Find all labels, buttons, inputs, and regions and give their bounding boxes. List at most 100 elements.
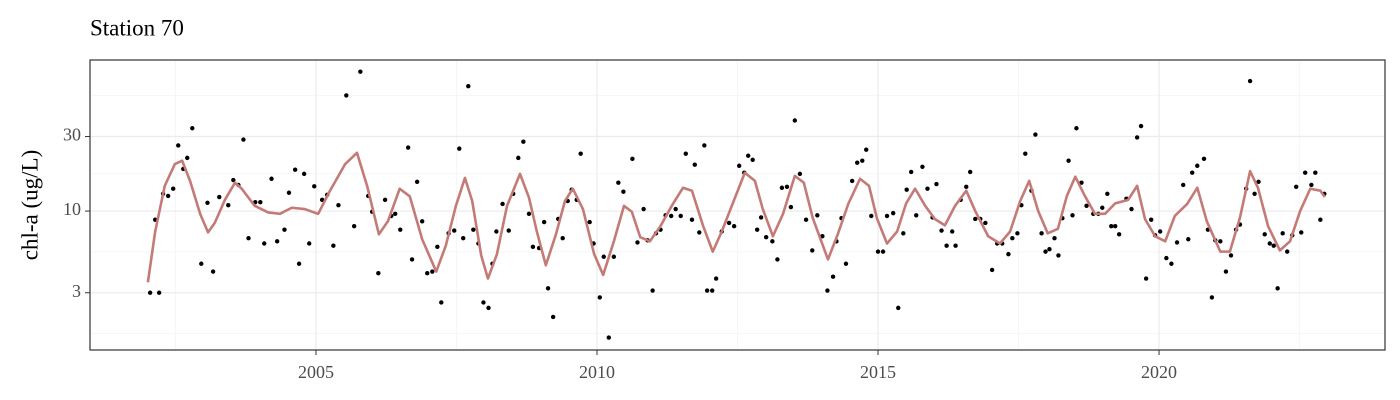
data-point xyxy=(1209,295,1215,300)
data-point xyxy=(869,213,874,219)
data-point xyxy=(901,231,906,236)
data-point xyxy=(147,290,153,295)
data-point xyxy=(1109,224,1114,229)
data-point xyxy=(1195,163,1200,168)
data-point xyxy=(419,219,425,224)
data-point xyxy=(241,137,246,142)
data-point xyxy=(792,118,798,123)
data-point xyxy=(292,167,298,172)
data-point xyxy=(358,69,363,74)
data-point xyxy=(439,300,444,305)
data-point xyxy=(788,204,794,210)
data-point xyxy=(1079,180,1084,185)
data-point xyxy=(1143,276,1149,281)
data-point xyxy=(820,234,825,239)
data-point xyxy=(1100,205,1105,210)
data-point xyxy=(1047,247,1052,252)
data-point xyxy=(176,143,181,148)
data-point xyxy=(398,227,403,232)
data-point xyxy=(726,220,732,226)
data-point xyxy=(1181,182,1186,188)
data-point xyxy=(1138,123,1144,129)
data-point xyxy=(784,184,790,190)
data-point xyxy=(461,236,466,241)
data-point xyxy=(1084,203,1089,209)
data-point xyxy=(964,184,969,190)
data-point xyxy=(731,224,737,229)
data-point xyxy=(843,261,849,266)
data-point xyxy=(1157,229,1163,234)
data-point xyxy=(430,269,435,274)
data-point xyxy=(425,271,430,276)
data-point xyxy=(382,197,388,203)
data-point xyxy=(286,190,292,195)
data-point xyxy=(702,143,707,148)
data-point xyxy=(1134,135,1140,140)
data-point xyxy=(1318,217,1323,222)
data-point xyxy=(697,230,702,235)
data-point xyxy=(989,267,995,273)
data-point xyxy=(500,201,505,207)
data-point xyxy=(1066,158,1071,163)
data-point xyxy=(1148,217,1154,222)
data-point xyxy=(344,93,349,98)
data-point xyxy=(269,176,274,181)
data-point xyxy=(393,211,398,217)
data-point xyxy=(545,286,551,291)
data-point xyxy=(884,213,890,219)
data-point xyxy=(550,314,556,320)
data-point xyxy=(736,163,742,168)
data-point xyxy=(1043,249,1048,254)
data-point xyxy=(904,187,909,192)
data-point xyxy=(635,240,640,245)
data-point xyxy=(925,186,930,191)
data-point xyxy=(810,248,815,253)
data-point xyxy=(376,271,381,276)
data-point xyxy=(258,199,263,205)
data-point xyxy=(758,215,764,220)
data-point xyxy=(506,228,511,233)
data-point xyxy=(830,274,836,279)
data-point xyxy=(231,177,236,183)
data-point xyxy=(630,156,635,162)
data-point xyxy=(779,185,785,190)
data-point xyxy=(710,288,715,293)
data-point xyxy=(1006,251,1011,257)
data-point xyxy=(486,305,491,311)
x-tick-label: 2015 xyxy=(860,362,896,382)
data-point xyxy=(1113,224,1118,229)
data-point xyxy=(920,164,925,170)
data-point xyxy=(944,243,949,248)
data-point xyxy=(1302,170,1308,175)
data-point xyxy=(1285,249,1290,254)
data-point xyxy=(597,295,602,300)
data-point xyxy=(1186,237,1191,242)
data-point xyxy=(226,203,231,208)
data-point xyxy=(331,243,336,248)
data-point xyxy=(1070,213,1075,218)
data-point xyxy=(745,153,751,158)
data-point xyxy=(246,236,251,241)
data-point xyxy=(409,257,415,262)
data-point xyxy=(170,186,176,191)
data-point xyxy=(754,227,760,232)
data-point xyxy=(1056,253,1061,258)
data-point xyxy=(641,206,646,212)
data-point xyxy=(683,151,688,156)
data-point xyxy=(336,203,341,208)
data-point xyxy=(1309,182,1314,188)
data-point xyxy=(312,184,317,189)
data-point xyxy=(1267,241,1272,246)
data-point xyxy=(692,162,697,167)
data-point xyxy=(750,157,755,162)
y-tick-label: 30 xyxy=(63,125,81,145)
data-point xyxy=(282,227,287,232)
data-point xyxy=(1313,170,1318,175)
data-point xyxy=(908,169,914,175)
data-point xyxy=(1293,184,1299,190)
data-point xyxy=(860,158,865,163)
data-point xyxy=(689,217,695,222)
data-point xyxy=(185,155,190,161)
data-point xyxy=(797,171,803,177)
data-point xyxy=(481,300,486,305)
